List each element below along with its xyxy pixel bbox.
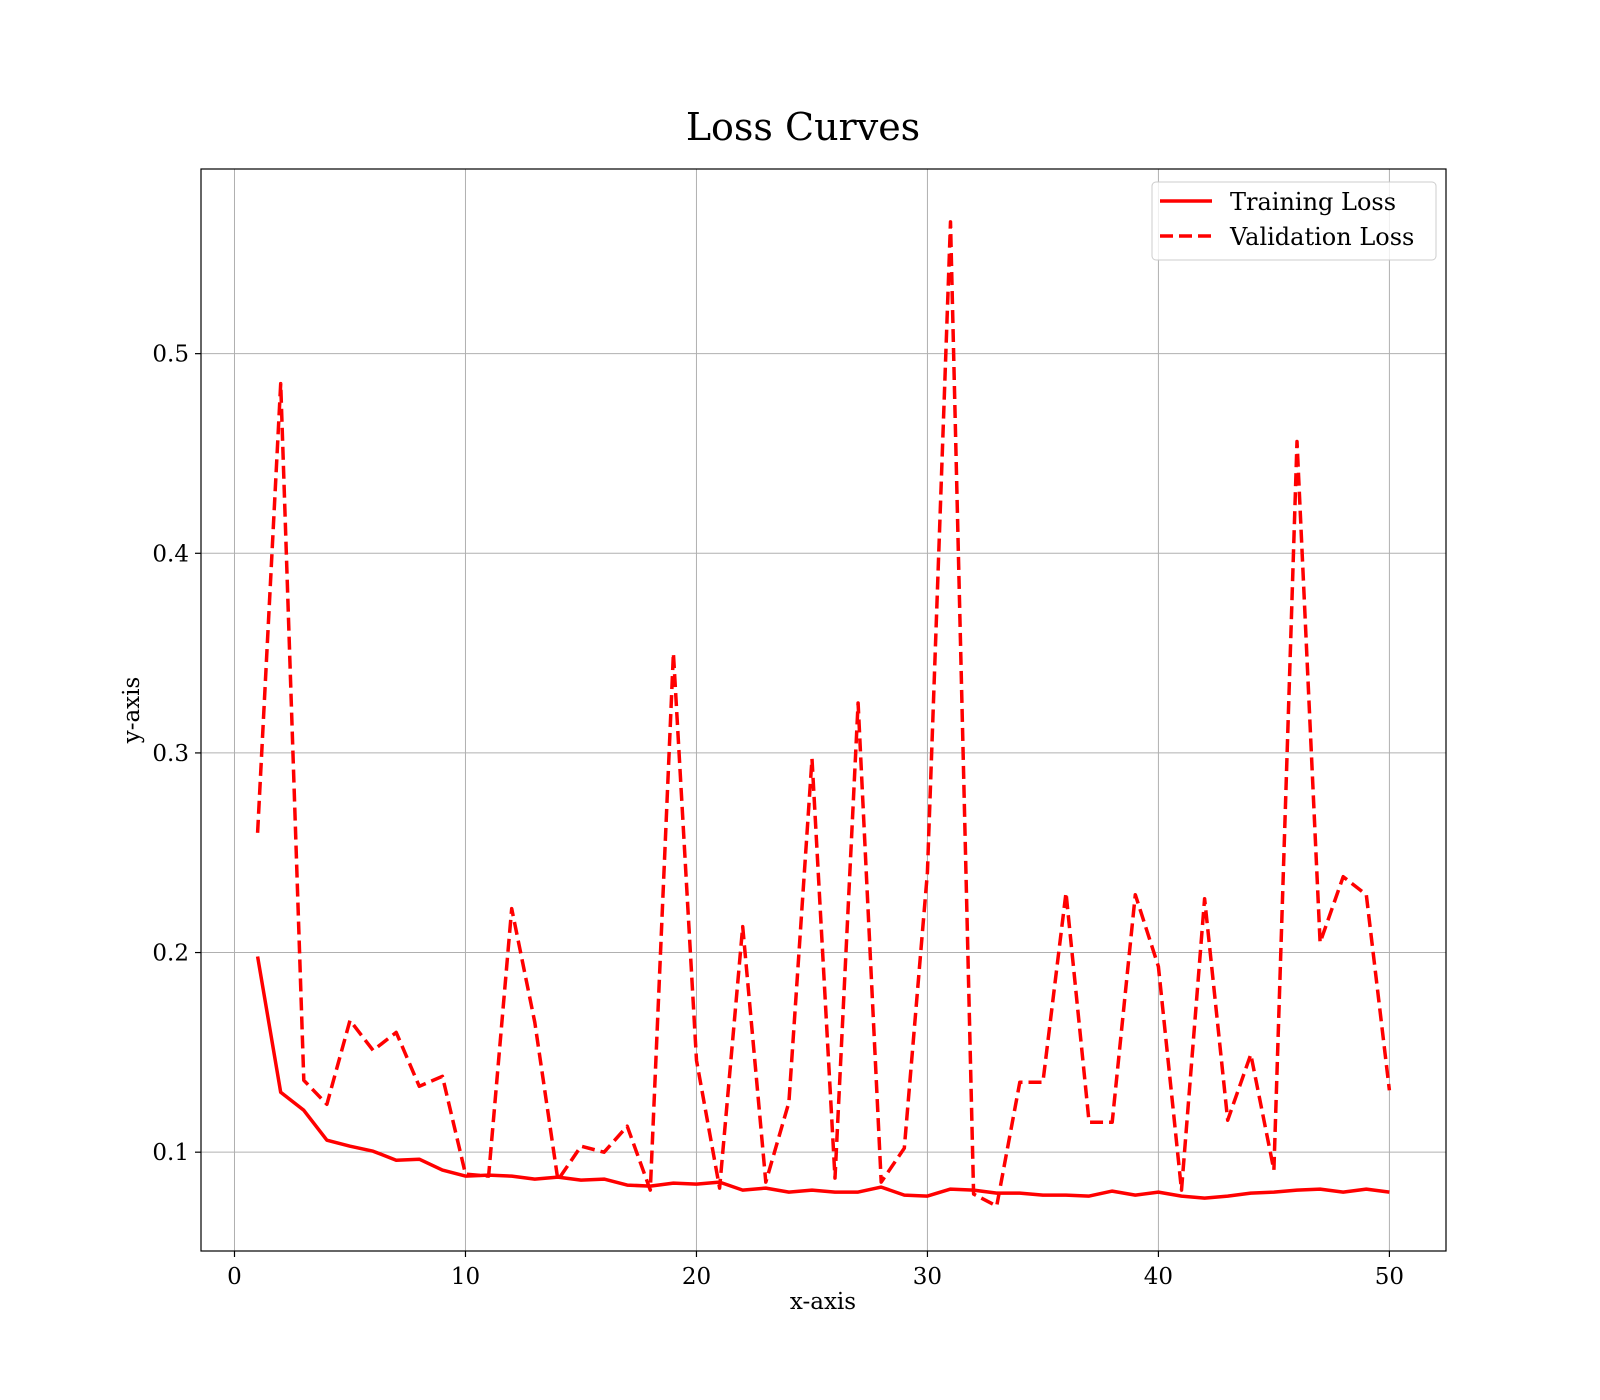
y-tick-label: 0.2 [152, 941, 189, 967]
x-tick-label: 20 [682, 1264, 711, 1290]
grid [201, 169, 1446, 1251]
y-tick-label: 0.3 [152, 741, 189, 767]
x-axis: 0 10 20 30 40 50 [227, 1251, 1404, 1290]
legend-label-validation: Validation Loss [1229, 223, 1414, 251]
y-tick-label: 0.1 [152, 1140, 189, 1166]
legend-label-training: Training Loss [1230, 188, 1396, 216]
validation-loss-line [255, 220, 1392, 1208]
plot-frame [200, 168, 1447, 1252]
training-loss-line [255, 956, 1390, 1200]
legend: Training Loss Validation Loss [1151, 181, 1437, 261]
y-tick-label: 0.4 [152, 541, 189, 567]
series-layer [255, 220, 1392, 1208]
x-axis-label: x-axis [790, 1289, 856, 1315]
x-tick-label: 30 [913, 1264, 942, 1290]
x-tick-label: 10 [451, 1264, 480, 1290]
y-axis-label: y-axis [119, 677, 145, 745]
x-tick-label: 0 [227, 1264, 242, 1290]
x-tick-label: 40 [1144, 1264, 1173, 1290]
legend-box [1151, 181, 1437, 261]
y-tick-label: 0.5 [152, 342, 189, 368]
chart-title: Loss Curves [686, 105, 920, 149]
x-tick-label: 50 [1375, 1264, 1404, 1290]
y-axis: 0.1 0.2 0.3 0.4 0.5 [152, 342, 201, 1166]
